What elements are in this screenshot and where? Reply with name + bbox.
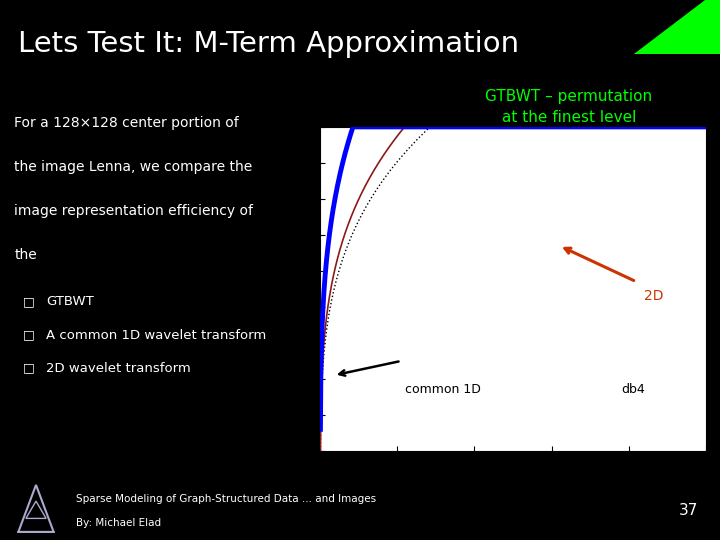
Text: GTBWT: GTBWT <box>46 295 94 308</box>
Y-axis label: PSNR: PSNR <box>289 274 300 304</box>
Text: GTBWT – permutation
at the finest level: GTBWT – permutation at the finest level <box>485 89 652 125</box>
Polygon shape <box>634 0 720 54</box>
Text: the: the <box>14 248 37 262</box>
Text: Sparse Modeling of Graph-Structured Data ... and Images: Sparse Modeling of Graph-Structured Data… <box>76 494 376 504</box>
Text: Lets Test It: M-Term Approximation: Lets Test It: M-Term Approximation <box>19 30 520 58</box>
Text: □: □ <box>23 295 35 308</box>
Text: 2D wavelet transform: 2D wavelet transform <box>46 362 191 375</box>
Text: □: □ <box>23 328 35 341</box>
Text: common 1D: common 1D <box>405 383 481 396</box>
X-axis label: #Coefficients: #Coefficients <box>475 469 551 478</box>
Text: 37: 37 <box>679 503 698 518</box>
Text: By: Michael Elad: By: Michael Elad <box>76 518 161 529</box>
Text: □: □ <box>23 362 35 375</box>
Text: the image Lenna, we compare the: the image Lenna, we compare the <box>14 160 253 174</box>
Text: For a 128×128 center portion of: For a 128×128 center portion of <box>14 116 239 130</box>
Text: db4: db4 <box>621 383 644 396</box>
Text: image representation efficiency of: image representation efficiency of <box>14 204 253 218</box>
Text: A common 1D wavelet transform: A common 1D wavelet transform <box>46 328 266 341</box>
Text: 2D: 2D <box>644 289 663 303</box>
